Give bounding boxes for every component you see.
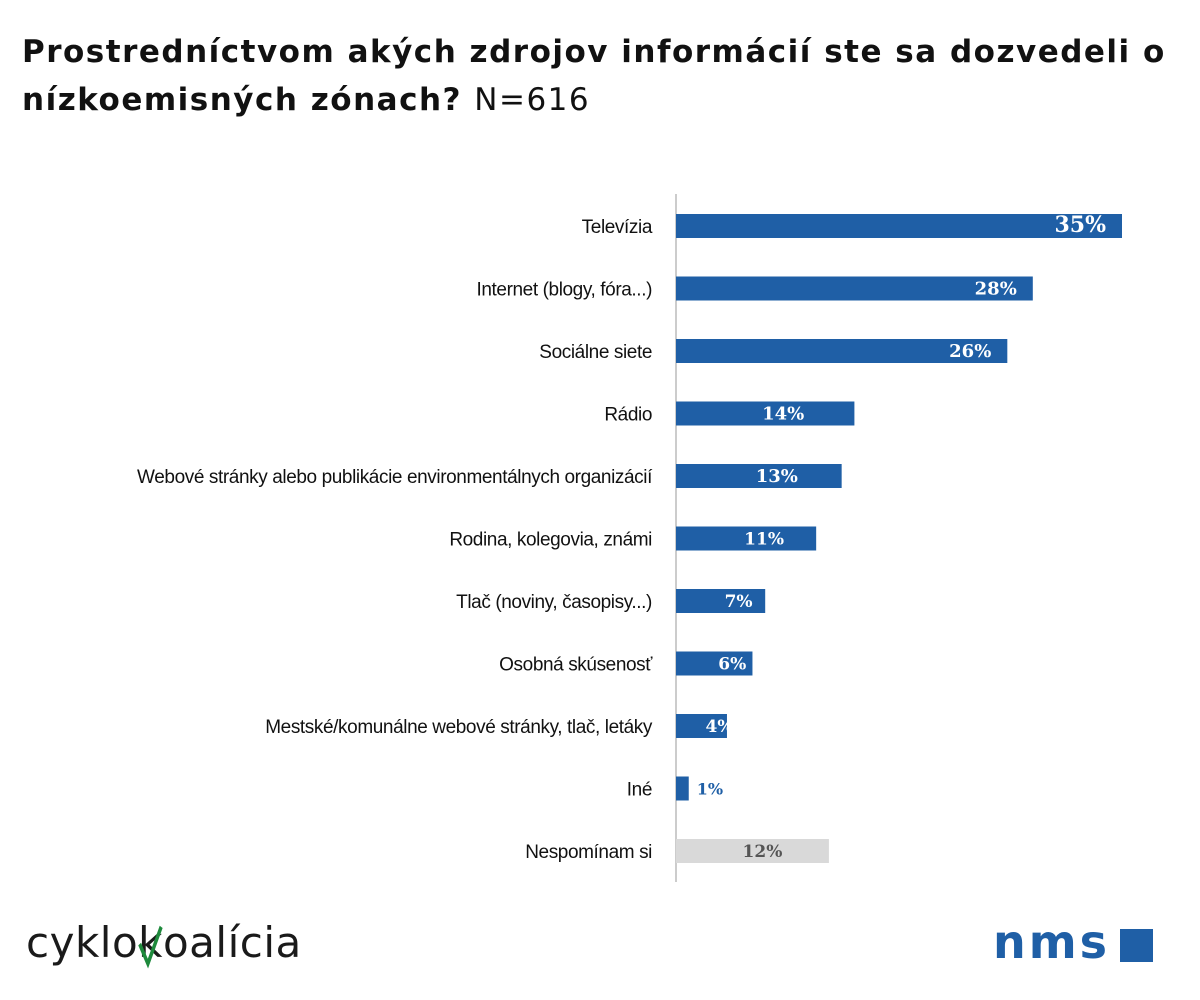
bar	[676, 214, 1122, 238]
category-label: Sociálne siete	[539, 342, 652, 363]
nms-logo: nms	[993, 915, 1154, 969]
nms-logo-square	[1120, 928, 1154, 962]
data-label: 6%	[718, 655, 746, 675]
chart-title: Prostredníctvom akých zdrojov informácií…	[22, 28, 1182, 124]
bar	[676, 651, 753, 676]
category-label: Tlač (noviny, časopisy...)	[456, 592, 652, 613]
category-label: Rádio	[604, 405, 652, 426]
bar-chart: Televízia 35% Internet (blogy, fóra...) 28%…	[137, 194, 1122, 882]
category-label: Rodina, kolegovia, známi	[449, 530, 652, 551]
data-label: 7%	[725, 592, 753, 612]
bar	[676, 464, 842, 488]
nms-logo-text: nms	[993, 915, 1111, 969]
logo-left-text-after: oalícia	[162, 918, 302, 967]
logo-left-text-before: cyklo	[26, 918, 139, 967]
data-label: 12%	[743, 842, 783, 862]
bar	[676, 714, 727, 738]
sample-size: N=616	[474, 82, 591, 118]
bar	[676, 589, 766, 613]
cyklokoalicia-logo: cyklok oalícia	[26, 918, 302, 969]
logo-left-mark: k	[138, 918, 163, 969]
bar	[676, 401, 855, 426]
data-label: 28%	[975, 279, 1017, 300]
data-label: 14%	[762, 404, 804, 425]
bar	[676, 339, 1008, 363]
category-label: Iné	[627, 780, 652, 801]
data-label: 35%	[1054, 212, 1106, 238]
bar	[676, 526, 817, 551]
bar	[676, 276, 1033, 301]
chart-title-main: Prostredníctvom akých zdrojov informácií…	[22, 34, 1166, 118]
category-label: Internet (blogy, fóra...)	[476, 280, 652, 301]
check-mark-icon	[138, 925, 163, 969]
bar	[676, 776, 689, 801]
category-label: Nespomínam si	[525, 842, 652, 863]
data-label: 26%	[949, 341, 991, 362]
data-label: 13%	[756, 466, 798, 487]
category-label: Webové stránky alebo publikácie environm…	[137, 467, 653, 488]
category-label: Osobná skúsenosť	[499, 655, 653, 676]
category-label: Mestské/komunálne webové stránky, tlač, …	[265, 717, 653, 738]
category-label: Televízia	[582, 217, 653, 238]
data-label: 4%	[705, 717, 733, 737]
bar	[676, 839, 829, 863]
data-label: 11%	[744, 530, 784, 550]
data-label: 1%	[697, 780, 723, 799]
